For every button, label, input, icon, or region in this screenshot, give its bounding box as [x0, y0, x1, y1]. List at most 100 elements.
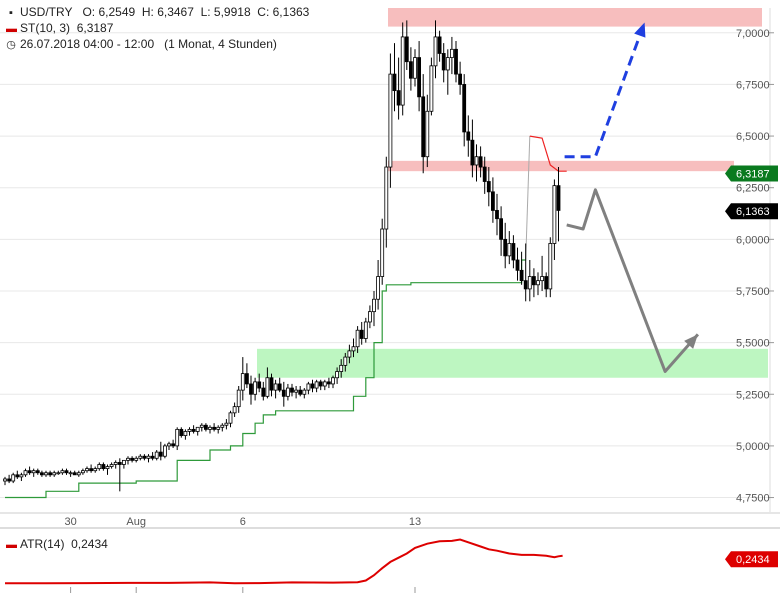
candle [519, 251, 524, 285]
candle [212, 423, 217, 432]
candle [35, 468, 40, 475]
y-tick-label: 5,2500 [736, 389, 770, 401]
candle-body [101, 464, 106, 470]
candle [11, 472, 16, 484]
candle [347, 344, 352, 364]
candle [318, 379, 323, 391]
candle-body [244, 373, 249, 385]
candle [130, 456, 135, 463]
candle-body [400, 36, 405, 106]
candle [134, 456, 139, 463]
candle [363, 317, 368, 343]
candle-body [532, 276, 536, 286]
candle [273, 379, 278, 399]
zone-resistance-upper [388, 8, 762, 27]
header-indicator: ▬ ST(10, 3) 6,3187 [6, 21, 113, 37]
candle-body [507, 243, 512, 257]
candle-body [486, 181, 491, 193]
candle [249, 375, 253, 405]
candle [265, 367, 270, 399]
candle [294, 386, 299, 399]
candle [240, 357, 245, 401]
candle [527, 260, 532, 302]
candle-body [331, 377, 335, 385]
candle [548, 237, 553, 298]
candle-body [408, 61, 413, 79]
candle-body [449, 48, 454, 58]
candle-body [31, 470, 36, 474]
zone-resistance-mid [388, 160, 734, 172]
candle-body [277, 383, 282, 391]
candle [367, 305, 372, 329]
candle-body [392, 73, 397, 92]
candle [81, 468, 85, 475]
y-tick-label: 6,2500 [736, 183, 770, 195]
candle-body [454, 48, 458, 75]
x-tick-label: 30 [64, 516, 76, 528]
scenario-projections [564, 21, 700, 373]
candle-body [195, 426, 200, 432]
candle [437, 30, 442, 62]
candle-body [380, 228, 385, 277]
candle [314, 379, 319, 393]
candle [408, 47, 413, 91]
candle-body [68, 472, 73, 475]
candle [228, 410, 233, 428]
candle-body [269, 377, 274, 391]
candle-body [372, 298, 376, 313]
atr-label: ATR(14) [20, 537, 65, 551]
candle [552, 179, 557, 260]
candle [27, 466, 32, 475]
candle [142, 454, 147, 461]
candle-body [404, 36, 409, 63]
candle-body [417, 57, 422, 98]
candle-body [458, 73, 463, 85]
candle [466, 115, 471, 157]
candle-body [105, 466, 110, 470]
candle-body [64, 470, 69, 474]
clock-icon: ◷ [6, 39, 16, 51]
candle [146, 454, 151, 463]
red-line-icon: ▬ [6, 23, 17, 35]
candle-body [523, 280, 528, 290]
candle [109, 462, 114, 469]
candle-body [232, 406, 237, 414]
candle-body [441, 53, 446, 71]
atr-price-tag-text: 0,2434 [736, 554, 770, 566]
y-tick-label: 5,5000 [736, 338, 770, 350]
candle-body [35, 470, 40, 474]
candle [400, 22, 405, 116]
candle [458, 61, 463, 95]
candle-body [11, 474, 16, 482]
open-value: O: 6,2549 [82, 5, 136, 19]
candle [23, 468, 28, 477]
y-tick-label: 5,0000 [736, 441, 770, 453]
candle-body [425, 110, 430, 158]
candle-body [367, 311, 372, 323]
supertrend-flip-line [525, 136, 531, 261]
candle [486, 167, 491, 207]
candle-body [298, 389, 303, 395]
candle-body [142, 455, 147, 459]
atr-line [5, 538, 563, 585]
candle-body [552, 185, 557, 244]
atr-panel [0, 527, 780, 585]
candle-body [322, 381, 327, 387]
candle [404, 20, 409, 70]
candle [191, 425, 196, 434]
candle-body [376, 276, 381, 300]
candle-body [363, 321, 368, 339]
candle [179, 427, 184, 438]
candle-body [388, 73, 393, 168]
x-tick-label: 6 [240, 516, 246, 528]
candle-body [351, 346, 356, 352]
bearish-scenario-arrowhead [684, 334, 698, 349]
candle-body [93, 468, 98, 472]
candle [187, 427, 192, 436]
y-tick-label: 6,0000 [736, 234, 770, 246]
candle [281, 381, 286, 407]
candle [101, 462, 106, 471]
bearish-scenario-line [566, 188, 700, 373]
candle-body [187, 428, 192, 432]
